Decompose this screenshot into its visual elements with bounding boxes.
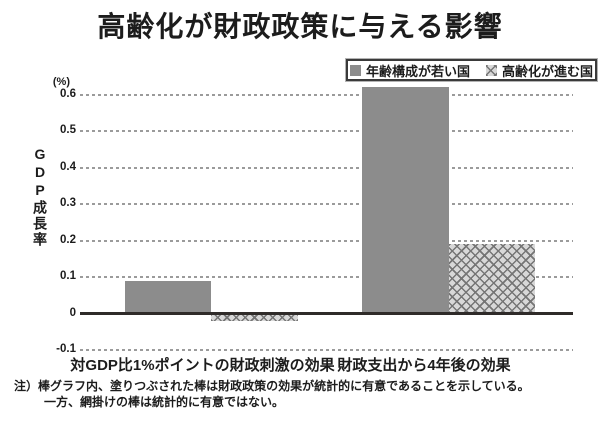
gridline-0.1 (80, 276, 573, 278)
chart-title: 高齢化が財政政策に与える影響 (97, 11, 503, 42)
gridline-0.5 (80, 130, 573, 132)
legend-item-young: 年齢構成が若い国 (349, 61, 470, 80)
y-tick--0.1: -0.1 (56, 343, 76, 355)
gridline-0.2 (80, 239, 573, 242)
legend-solid-swatch-icon (349, 64, 361, 76)
y-tick-0.1: 0.1 (60, 270, 76, 282)
category-label-4years: 財政支出から4年後の効果 (337, 357, 511, 374)
x-axis-zero-line (80, 312, 573, 315)
category-label-stimulus: 対GDP比1%ポイントの財政刺激の効果 (70, 357, 335, 374)
y-tick-0.4: 0.4 (60, 160, 76, 173)
legend-hatch-swatch-icon (486, 64, 497, 76)
legend-label-aging: 高齢化が進む国 (502, 63, 594, 79)
y-axis-title: GDP成長率 (32, 146, 48, 248)
footnote: 注）棒グラフ内、塗りつぶされた棒は財政政策の効果が統計的に有意であることを示して… (14, 378, 530, 410)
bar-young-4years (362, 87, 449, 314)
y-tick-0.6: 0.6 (60, 87, 76, 100)
legend-label-young: 年齢構成が若い国 (365, 63, 470, 79)
y-tick-0.5: 0.5 (60, 124, 76, 136)
legend: 年齢構成が若い国 高齢化が進む国 (345, 58, 598, 82)
legend-item-aging: 高齢化が進む国 (486, 61, 593, 80)
y-tick-0.2: 0.2 (60, 233, 76, 246)
gridline-0.4 (80, 166, 573, 169)
y-tick-0: 0 (69, 306, 76, 319)
bar-aging-4years (448, 244, 535, 314)
y-axis-unit: (%) (52, 76, 70, 88)
bar-young-stimulus (124, 280, 211, 314)
bar-aging-stimulus (211, 313, 298, 321)
footnote-line-2: 一方、網掛けの棒は統計的に有意ではない。 (44, 395, 285, 409)
footnote-line-1: 注）棒グラフ内、塗りつぶされた棒は財政政策の効果が統計的に有意であることを示して… (14, 379, 530, 393)
y-tick-0.3: 0.3 (60, 197, 76, 209)
gridline-0.6 (80, 93, 573, 96)
gridline-0.3 (80, 203, 573, 205)
gridline--0.1 (80, 349, 573, 351)
